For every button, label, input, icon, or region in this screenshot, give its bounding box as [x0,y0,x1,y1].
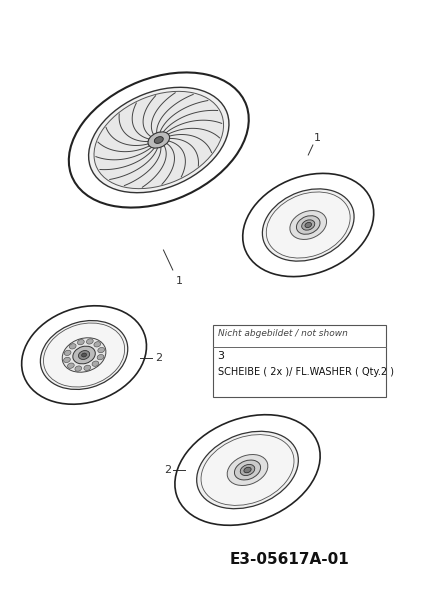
Text: 3: 3 [218,351,225,361]
Ellipse shape [244,467,251,473]
Text: 1: 1 [314,133,321,143]
Ellipse shape [62,338,106,372]
Text: SCHEIBE ( 2x )/ FL.WASHER ( Qty.2 ): SCHEIBE ( 2x )/ FL.WASHER ( Qty.2 ) [218,367,393,377]
Ellipse shape [94,341,100,347]
Ellipse shape [81,353,86,357]
Ellipse shape [40,320,128,389]
Ellipse shape [262,189,354,261]
Ellipse shape [154,137,163,143]
Text: E3-05617A-01: E3-05617A-01 [230,553,349,568]
Ellipse shape [234,460,261,480]
Ellipse shape [78,340,84,345]
FancyBboxPatch shape [213,325,386,397]
Ellipse shape [97,355,104,360]
Ellipse shape [73,346,95,364]
Ellipse shape [201,434,294,505]
Ellipse shape [94,91,223,188]
Ellipse shape [148,132,170,148]
Ellipse shape [67,363,74,368]
Ellipse shape [290,211,326,239]
Ellipse shape [197,431,298,509]
Ellipse shape [78,350,90,359]
Text: 2: 2 [155,353,162,363]
Ellipse shape [75,366,82,371]
Ellipse shape [302,220,315,230]
Ellipse shape [44,323,125,387]
Ellipse shape [84,365,91,370]
Ellipse shape [86,339,93,344]
Ellipse shape [305,223,312,227]
Ellipse shape [266,192,350,258]
Ellipse shape [92,361,99,367]
Ellipse shape [89,88,229,193]
Ellipse shape [64,350,71,355]
Ellipse shape [64,357,70,362]
Ellipse shape [240,464,255,476]
Text: Nicht abgebildet / not shown: Nicht abgebildet / not shown [218,329,348,338]
Text: 1: 1 [176,276,183,286]
Ellipse shape [227,455,268,485]
Ellipse shape [296,216,320,234]
Ellipse shape [98,347,105,353]
Ellipse shape [70,344,76,349]
Text: 2: 2 [164,465,171,475]
